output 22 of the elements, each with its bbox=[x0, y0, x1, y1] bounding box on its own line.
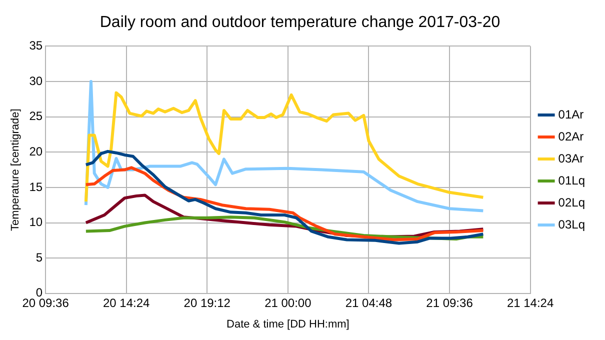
legend-label: 01Lq bbox=[558, 173, 586, 188]
x-tick-label: 21 09:36 bbox=[426, 296, 474, 310]
y-tick-label: 35 bbox=[29, 38, 43, 53]
y-axis-title: Temperature [centigrade] bbox=[10, 108, 22, 231]
legend-label: 02Lq bbox=[558, 195, 586, 210]
x-tick-label: 20 14:24 bbox=[102, 296, 150, 310]
x-tick-label: 21 14:24 bbox=[506, 296, 554, 310]
x-tick-label: 21 04:48 bbox=[345, 296, 392, 310]
y-tick-label: 10 bbox=[29, 215, 43, 230]
legend-label: 02Ar bbox=[558, 129, 584, 144]
y-tick-label: 20 bbox=[29, 144, 43, 158]
legend-label: 03Ar bbox=[558, 151, 584, 166]
legend-label: 03Lq bbox=[558, 217, 586, 232]
x-tick-label: 20 19:12 bbox=[184, 296, 231, 310]
chart-title: Daily room and outdoor temperature change 2017-03-20 bbox=[100, 14, 500, 32]
y-tick-label: 30 bbox=[29, 74, 43, 88]
legend-label: 01Ar bbox=[558, 107, 584, 122]
y-tick-label: 5 bbox=[36, 250, 43, 264]
x-tick-label: 21 00:00 bbox=[264, 296, 312, 310]
y-tick-label: 25 bbox=[29, 109, 43, 124]
y-tick-label: 15 bbox=[29, 180, 43, 194]
x-axis-title: Date & time [DD HH:mm] bbox=[226, 318, 350, 330]
